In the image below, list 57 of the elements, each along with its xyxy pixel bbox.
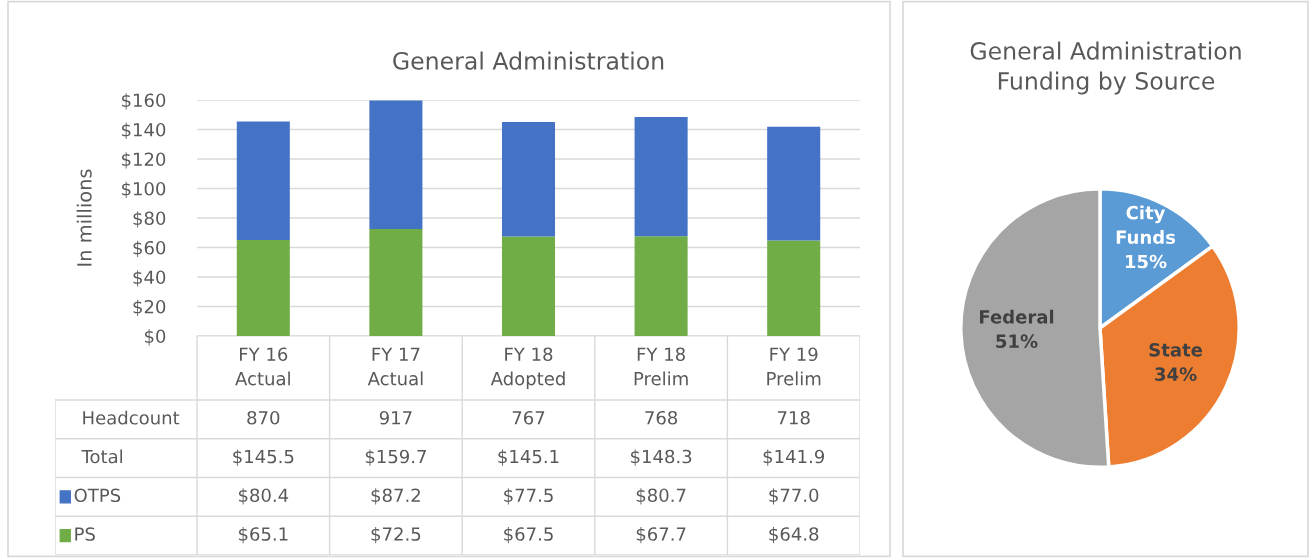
data-label: $64.8 bbox=[769, 526, 819, 544]
x-tick-label: FY 18 Adopted bbox=[490, 347, 565, 389]
bar bbox=[236, 121, 290, 240]
data-label: $67.7 bbox=[636, 526, 686, 544]
y-axis-title: In millions bbox=[76, 169, 92, 266]
bar bbox=[501, 122, 556, 237]
bar bbox=[634, 117, 688, 237]
text: 767 bbox=[512, 410, 545, 425]
y-tick-label: $140 bbox=[121, 122, 166, 140]
y-tick-label: $20 bbox=[133, 299, 166, 317]
text: $141.9 bbox=[763, 449, 825, 466]
bar bbox=[369, 100, 423, 230]
x-tick-label: FY 16 Actual bbox=[235, 347, 290, 386]
data-label: $67.5 bbox=[504, 526, 553, 544]
chart-title: General Administration Funding by Source bbox=[970, 41, 1241, 95]
data-label: 34% bbox=[1155, 367, 1197, 381]
x-tick-label: FY 18 Prelim bbox=[634, 347, 688, 386]
y-tick-label: $100 bbox=[121, 181, 166, 199]
y-tick-label: $0 bbox=[144, 329, 166, 346]
bar bbox=[369, 229, 423, 336]
slice-label: Federal bbox=[980, 309, 1054, 324]
text: Total bbox=[81, 449, 122, 464]
chart-title: General Administration bbox=[393, 51, 664, 70]
data-label: $65.1 bbox=[238, 526, 288, 544]
bar bbox=[236, 239, 290, 336]
y-tick-label: $120 bbox=[121, 152, 166, 169]
data-label: $80.4 bbox=[238, 488, 289, 505]
y-tick-label: $80 bbox=[133, 211, 166, 228]
y-tick-label: $160 bbox=[121, 93, 166, 110]
data-label: $87.2 bbox=[371, 488, 420, 505]
bar bbox=[767, 240, 821, 336]
y-tick-label: $40 bbox=[133, 270, 166, 287]
x-tick-label: FY 19 Prelim bbox=[767, 347, 821, 386]
slice-label: State bbox=[1149, 342, 1203, 357]
legend-label: PS bbox=[75, 527, 95, 541]
y-tick-label: $60 bbox=[133, 240, 166, 258]
bar bbox=[501, 236, 556, 336]
text: Headcount bbox=[83, 410, 180, 425]
data-label: $80.7 bbox=[636, 488, 686, 505]
text: $148.3 bbox=[631, 449, 692, 466]
data-label: 15% bbox=[1125, 254, 1167, 269]
data-label: $77.5 bbox=[504, 488, 553, 505]
text: $145.5 bbox=[233, 449, 294, 466]
data-label: $72.5 bbox=[371, 526, 421, 544]
text: $159.7 bbox=[365, 449, 426, 466]
slice-label: City Funds bbox=[1116, 205, 1176, 244]
legend-label: OTPS bbox=[74, 488, 121, 503]
text: $145.1 bbox=[498, 449, 559, 466]
text: 718 bbox=[777, 410, 810, 425]
bar bbox=[634, 236, 688, 336]
text: 917 bbox=[379, 410, 412, 425]
data-label: $77.0 bbox=[769, 488, 819, 505]
text: 768 bbox=[645, 410, 678, 425]
text: 870 bbox=[247, 410, 280, 425]
x-tick-label: FY 17 Actual bbox=[367, 347, 423, 386]
data-label: 51% bbox=[996, 334, 1038, 349]
bar bbox=[767, 126, 821, 241]
